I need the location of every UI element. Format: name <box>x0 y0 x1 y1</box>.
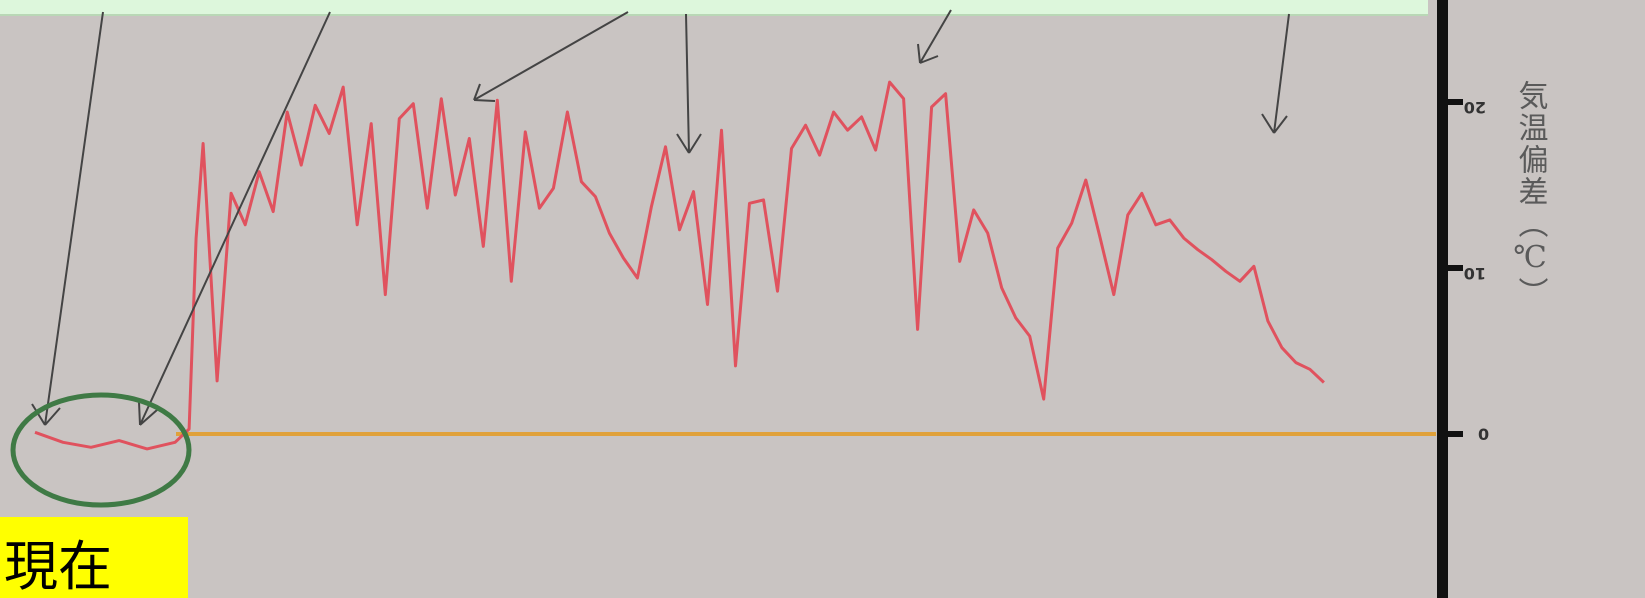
arrow-6 <box>1261 13 1290 134</box>
y-axis-title: 気温偏差（℃） <box>1513 80 1549 309</box>
arrow-4 <box>676 13 702 154</box>
y-tick-label-20: 20 <box>1464 98 1486 117</box>
y-tick-label-10: 10 <box>1464 264 1486 283</box>
annotation-arrows <box>31 9 1290 426</box>
highlight-ellipse <box>10 392 192 508</box>
series-line <box>34 80 1325 451</box>
y-tick-label-0: 0 <box>1478 425 1489 444</box>
arrow-1 <box>31 11 104 426</box>
top-banner <box>0 0 1428 16</box>
arrow-2 <box>138 11 331 426</box>
arrow-3 <box>473 11 629 102</box>
arrow-5 <box>917 9 952 64</box>
now-label: 現在 <box>0 517 188 598</box>
y-axis-bar <box>1437 0 1448 598</box>
